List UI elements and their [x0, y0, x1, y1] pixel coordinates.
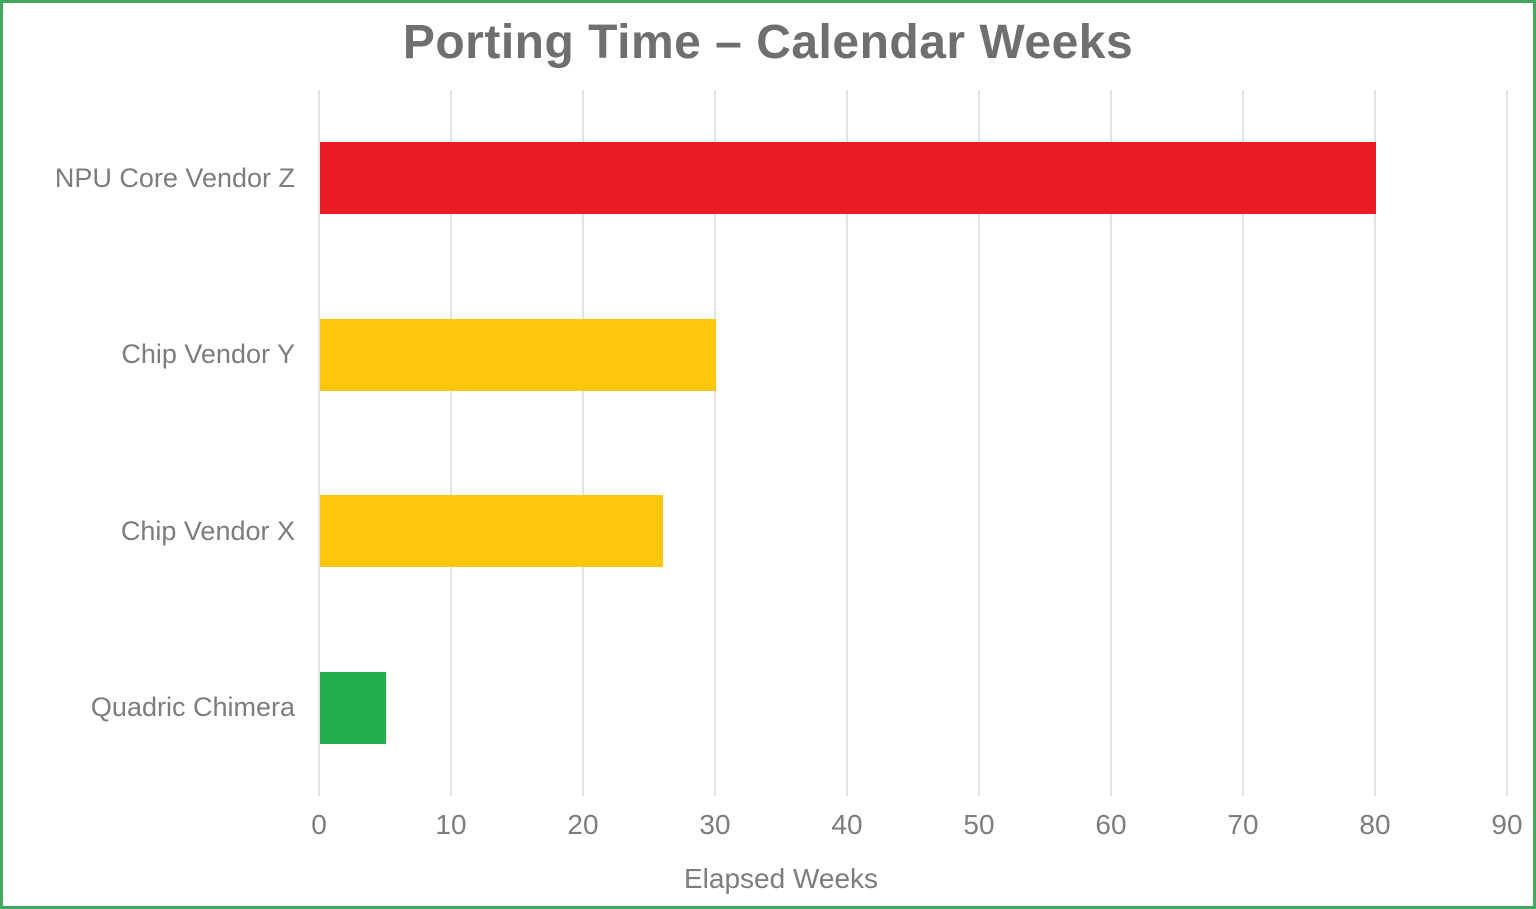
- x-tick-70: 70: [1227, 809, 1259, 840]
- gridline-30: [714, 90, 716, 796]
- category-label-npu-core-vendor-z: NPU Core Vendor Z: [54, 162, 295, 193]
- bar-npu-core-vendor-z: [320, 142, 1376, 215]
- bar-quadric-chimera: [320, 671, 386, 744]
- x-tick-80: 80: [1359, 809, 1391, 840]
- gridline-20: [582, 90, 584, 796]
- category-label-chip-vendor-y: Chip Vendor Y: [121, 339, 295, 370]
- x-tick-30: 30: [699, 809, 731, 840]
- gridline-50: [978, 90, 980, 796]
- gridline-40: [846, 90, 848, 796]
- gridline-10: [450, 90, 452, 796]
- category-label-quadric-chimera: Quadric Chimera: [90, 692, 295, 723]
- x-tick-40: 40: [831, 809, 863, 840]
- gridline-60: [1110, 90, 1112, 796]
- x-tick-50: 50: [963, 809, 995, 840]
- category-label-chip-vendor-x: Chip Vendor X: [120, 515, 295, 546]
- x-tick-20: 20: [567, 809, 599, 840]
- chart-title: Porting Time – Calendar Weeks: [402, 16, 1134, 69]
- x-tick-10: 10: [435, 809, 467, 840]
- gridline-0: [318, 90, 320, 796]
- x-tick-90: 90: [1491, 809, 1523, 840]
- bar-chip-vendor-x: [320, 495, 664, 568]
- gridline-80: [1374, 90, 1376, 796]
- x-axis-label: Elapsed Weeks: [683, 863, 879, 894]
- gridline-90: [1506, 90, 1508, 796]
- x-tick-60: 60: [1095, 809, 1127, 840]
- gridline-70: [1242, 90, 1244, 796]
- plot-area: [318, 90, 1508, 796]
- x-tick-0: 0: [311, 809, 327, 840]
- bar-chip-vendor-y: [320, 318, 716, 391]
